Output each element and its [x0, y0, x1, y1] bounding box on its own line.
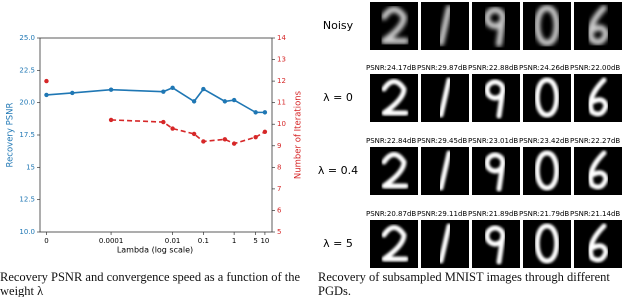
y2-axis-label: Number of Iterations	[294, 90, 304, 179]
y-tick-label: 15	[26, 163, 35, 171]
digit-stroke	[484, 7, 506, 47]
x-tick-label: 0.01	[165, 237, 181, 245]
digit-stroke	[438, 5, 452, 46]
digit-stroke	[534, 5, 560, 46]
psnr-label: PSNR:23.01dB	[468, 137, 518, 145]
psnr-label: PSNR:20.87dB	[366, 210, 416, 218]
y-tick-label: 22.5	[19, 66, 35, 74]
psnr-label: PSNR:24.26dB	[519, 64, 569, 72]
point	[253, 134, 258, 140]
digit-stroke	[534, 150, 560, 191]
psnr-label: PSNR:22.88dB	[468, 64, 518, 72]
point	[170, 85, 175, 90]
row-label: λ = 0.4	[318, 164, 358, 177]
psnr-label: PSNR:24.17dB	[366, 64, 416, 72]
x-tick-label: 5	[253, 237, 257, 245]
psnr-label: PSNR:23.42dB	[519, 137, 569, 145]
y2-tick-label: 13	[277, 56, 286, 64]
point	[201, 86, 206, 92]
y-tick-label: 25.0	[19, 34, 35, 42]
y2-tick-label: 10	[277, 120, 286, 128]
point	[191, 131, 197, 137]
series-line	[111, 119, 266, 145]
psnr-label: PSNR:29.87dB	[417, 64, 467, 72]
digit-stroke	[381, 6, 409, 44]
digit-stroke	[381, 225, 409, 262]
y2-tick-label: 8	[277, 163, 281, 171]
point	[161, 89, 166, 94]
digit-stroke	[381, 79, 409, 116]
x-tick-label: 0	[44, 237, 48, 245]
point	[191, 99, 197, 104]
x-axis-label: Lambda (log scale)	[117, 246, 193, 255]
x-tick-label: 0.0001	[99, 237, 124, 245]
digit-stroke	[588, 150, 609, 190]
x-tick-label: 10	[260, 237, 269, 245]
digit-stroke	[381, 152, 409, 189]
point	[222, 99, 228, 104]
point	[231, 97, 237, 103]
psnr-label: PSNR:29.45dB	[417, 137, 467, 145]
psnr-label: PSNR:22.84dB	[366, 137, 416, 145]
point	[231, 141, 237, 146]
y-axis-label: Recovery PSNR	[6, 102, 16, 167]
point	[262, 110, 268, 115]
digit-stroke	[588, 77, 609, 117]
digit-stroke	[484, 79, 506, 119]
point	[253, 110, 258, 115]
x-tick-label: 0.1	[198, 237, 209, 245]
digit-stroke	[484, 152, 506, 192]
y-tick-label: 12.5	[19, 196, 35, 204]
point	[161, 119, 166, 125]
point	[222, 137, 228, 142]
y2-tick-label: 14	[277, 34, 286, 42]
caption-left: Recovery PSNR and convergence speed as a…	[0, 270, 301, 297]
y2-tick-label: 11	[277, 99, 286, 107]
point	[108, 87, 114, 92]
y-tick-label: 17.5	[19, 131, 35, 139]
digit-stroke	[438, 150, 452, 191]
digit-stroke	[534, 223, 560, 264]
row-label: λ = 0	[323, 91, 353, 104]
y2-tick-label: 5	[277, 228, 281, 236]
psnr-label: PSNR:22.00dB	[570, 64, 620, 72]
point	[44, 92, 49, 98]
y2-tick-label: 12	[277, 77, 286, 85]
digit-stroke	[587, 5, 609, 45]
caption-right: Recovery of subsampled MNIST images thro…	[318, 270, 610, 297]
psnr-label: PSNR:21.79dB	[519, 210, 569, 218]
y-tick-label: 20.0	[19, 99, 35, 107]
digit-stroke	[438, 77, 452, 118]
psnr-label: PSNR:21.14dB	[570, 210, 620, 218]
x-tick-label: 1	[232, 237, 236, 245]
plot-frame	[39, 37, 273, 233]
point	[44, 78, 49, 84]
row-label: Noisy	[323, 19, 354, 32]
digit-stroke	[484, 225, 506, 265]
point	[70, 90, 75, 96]
y2-tick-label: 9	[277, 142, 281, 150]
point	[108, 117, 114, 123]
psnr-label: PSNR:21.89dB	[468, 210, 518, 218]
digit-stroke	[438, 223, 452, 264]
row-label: λ = 5	[323, 237, 353, 250]
psnr-label: PSNR:29.11dB	[417, 210, 467, 218]
point	[201, 139, 206, 144]
point	[262, 129, 268, 134]
y2-tick-label: 7	[277, 185, 281, 193]
point	[170, 126, 175, 131]
digit-stroke	[534, 77, 560, 118]
digit-stroke	[588, 223, 609, 263]
y2-tick-label: 6	[277, 206, 282, 214]
y-tick-label: 10.0	[19, 228, 35, 236]
psnr-label: PSNR:22.27dB	[570, 137, 620, 145]
